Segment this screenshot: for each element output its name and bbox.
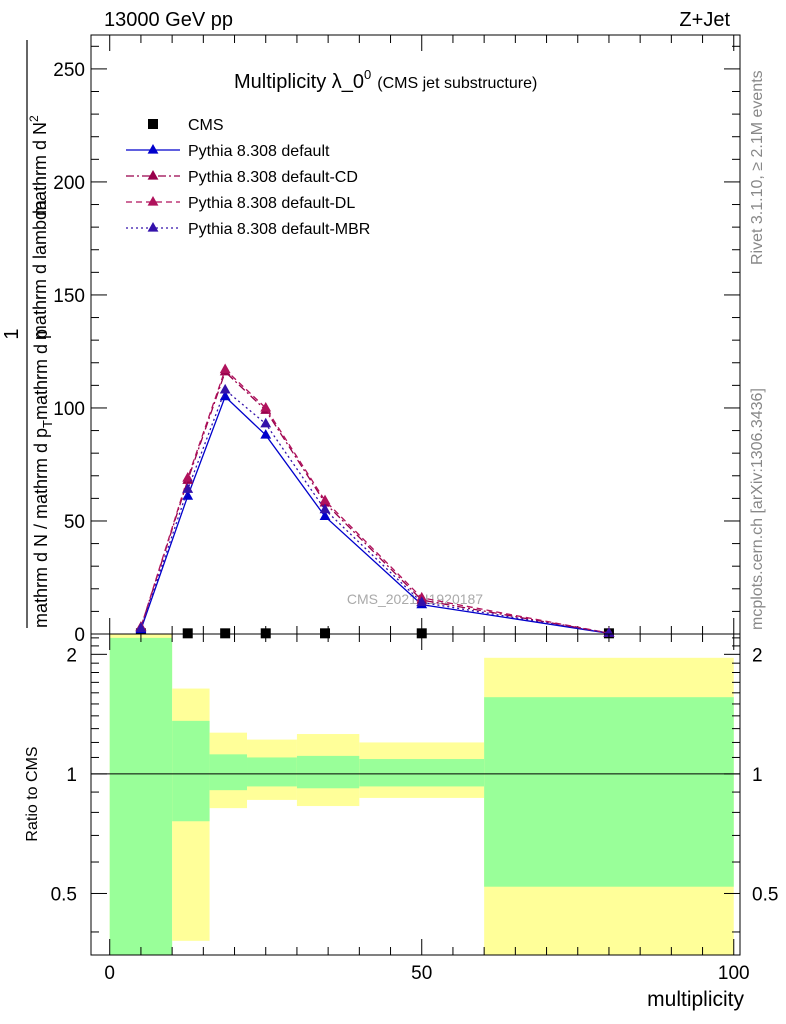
series-marker [182,483,194,493]
cms-point [182,628,193,639]
mcplots-label: mcplots.cern.ch [arXiv:1306.3436] [749,388,766,630]
cms-point [220,628,231,639]
ratio-plot: 0.5 0.5 1 1 2 2 0 50 100 Ratio to CMS multiplic… [24,633,778,1011]
ratio-band-inner [296,755,360,789]
main-ytick-label: 150 [53,286,85,307]
ratio-ytick-label: 0.5 [51,884,77,905]
legend-marker [147,196,159,206]
main-ytick-label: 50 [64,512,85,533]
ratio-xtick-label: 100 [718,963,750,984]
ylabel-tail2: mathrm d lambda [30,199,50,340]
legend-marker [147,144,159,154]
ratio-xlabel: multiplicity [647,988,744,1011]
main-ytick-label: 100 [53,399,85,420]
ratio-band-inner [172,720,210,822]
ratio-ytick-label-right: 2 [752,645,763,666]
series-marker [182,472,194,482]
ylabel-denominator-text: mathrm d N / mathrm d p [31,428,51,628]
ratio-band-inner [484,697,734,887]
main-y-ticks: 0 50 100 150 200 250 [53,45,740,646]
ylabel-middle-text: mathrm d N [30,122,50,216]
series-marker [260,429,272,439]
main-x-ticks [109,35,735,634]
series-marker [219,383,231,394]
ratio-ytick-label-right: 0.5 [752,884,778,905]
legend-marker [147,170,159,180]
ratio-band-inner [359,759,485,787]
main-ytick-label: 200 [53,173,85,194]
plot-title-sup: 0 [364,67,371,82]
rivet-label: Rivet 3.1.10, ≥ 2.1M events [749,70,766,265]
main-ylabel: 1 mathrm d N / mathrm d pTmathrm d p mat… [1,40,55,628]
plot-title-suffix: (CMS jet substructure) [377,75,537,92]
plot-title: Multiplicity λ_00 (CMS jet substructure) [234,67,537,93]
cms-point [320,628,331,639]
main-series [135,363,615,639]
legend-label: Pythia 8.308 default-MBR [188,221,370,238]
ratio-xtick-label: 50 [411,963,432,984]
ratio-ytick-label: 1 [66,765,77,786]
ratio-x-ticks: 0 50 100 [104,634,750,984]
series-marker [135,622,147,632]
ratio-ytick-label: 2 [66,645,77,666]
ratio-bands [109,634,734,955]
legend-label: Pythia 8.308 default [188,143,330,160]
series-marker [182,490,194,500]
ratio-xtick-label: 0 [104,963,115,984]
ylabel-denominator: mathrm d N / mathrm d pTmathrm d p [31,329,55,628]
series-marker [260,417,272,428]
series-marker [319,494,331,505]
series-marker [416,596,428,606]
legend-marker [147,222,159,232]
ratio-band-inner [109,637,173,955]
ratio-ytick-label-right: 1 [752,765,763,786]
ylabel-sub-t: T [40,420,55,428]
header-right: Z+Jet [679,9,730,31]
series-marker [219,390,231,401]
legend-label: Pythia 8.308 default-DL [188,195,355,212]
series-marker [319,503,331,514]
ratio-y-ticks: 0.5 0.5 1 1 2 2 [51,637,778,933]
ratio-frame [90,633,741,956]
legend-label: CMS [188,117,224,134]
ylabel-numerator: 1 [1,328,23,339]
header-left: 13000 GeV pp [104,9,233,31]
ratio-ylabel: Ratio to CMS [24,746,41,841]
cms-point [135,628,146,639]
ratio-band-inner [247,757,297,787]
ylabel-middle-sup: 2 [27,115,41,122]
main-ytick-label: 0 [74,625,85,646]
plot-title-main: Multiplicity λ_0 [234,71,364,93]
cms-point [260,628,271,639]
series-marker [260,401,272,412]
series-marker [219,363,231,374]
ylabel-middle: mathrm d N2 [27,115,50,216]
ylabel-tail: mathrm d p [31,329,51,420]
series-marker [319,510,331,521]
legend-label: Pythia 8.308 default-CD [188,169,358,186]
cms-point [416,628,427,639]
ratio-band-inner [209,754,248,791]
main-ytick-label: 250 [53,60,85,81]
legend-marker-cms [148,119,158,129]
legend: CMS Pythia 8.308 default Pythia 8.308 defa… [126,117,370,238]
